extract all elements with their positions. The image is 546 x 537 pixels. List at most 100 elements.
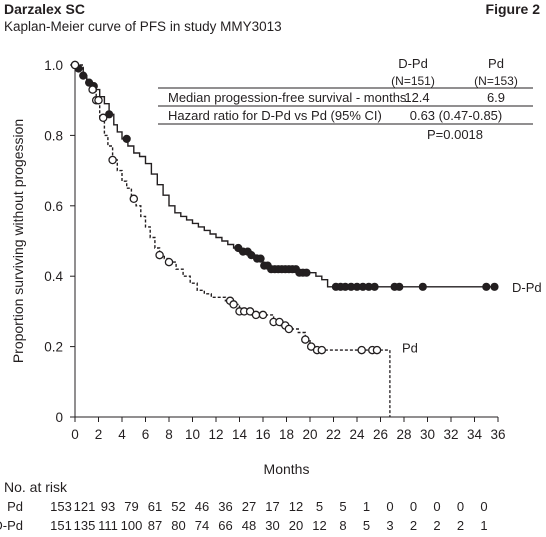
risk-value: 46 xyxy=(195,499,209,514)
risk-row-label: D-Pd xyxy=(0,518,23,533)
stats-col-n: (N=151) xyxy=(391,74,435,88)
y-tick-label: 0 xyxy=(55,410,63,425)
censor-marker-pd xyxy=(88,85,97,94)
censor-marker-pd xyxy=(94,95,103,105)
stats-value-pd: 6.9 xyxy=(487,90,505,105)
stats-col-header: D-Pd xyxy=(398,56,428,71)
censor-marker-pd xyxy=(98,113,108,123)
stats-row-label: Hazard ratio for D-Pd vs Pd (95% CI) xyxy=(168,108,382,123)
censor-marker-pd xyxy=(129,194,139,204)
risk-value: 2 xyxy=(433,518,440,533)
stats-col-header: Pd xyxy=(488,56,504,71)
censor-marker-pd xyxy=(164,257,174,267)
risk-value: 0 xyxy=(410,499,417,514)
x-tick-label: 8 xyxy=(165,427,173,442)
risk-value: 12 xyxy=(289,499,303,514)
risk-value: 30 xyxy=(265,518,279,533)
censor-marker-d-pd xyxy=(418,282,427,291)
y-tick-label: 0.6 xyxy=(44,199,63,214)
chart-markers xyxy=(70,60,499,355)
risk-value: 20 xyxy=(289,518,303,533)
x-tick-label: 4 xyxy=(118,427,126,442)
risk-value: 61 xyxy=(148,499,162,514)
x-tick-label: 2 xyxy=(95,427,103,442)
censor-marker-d-pd xyxy=(256,254,265,263)
x-tick-label: 22 xyxy=(326,427,341,442)
stats-row-label: Median progession-free survival - months xyxy=(168,90,407,105)
risk-value: 0 xyxy=(480,499,487,514)
x-tick-label: 10 xyxy=(185,427,200,442)
y-tick-label: 0.8 xyxy=(44,128,63,143)
risk-value: 153 xyxy=(50,499,72,514)
x-tick-label: 20 xyxy=(302,427,317,442)
censor-marker-pd xyxy=(251,310,261,320)
risk-value: 151 xyxy=(50,518,72,533)
risk-value: 2 xyxy=(457,518,464,533)
risk-value: 8 xyxy=(339,518,346,533)
x-tick-label: 28 xyxy=(396,427,411,442)
stats-p-value: P=0.0018 xyxy=(427,127,483,142)
series-end-label: D-Pd xyxy=(512,280,542,295)
y-tick-label: 0.2 xyxy=(44,340,63,355)
risk-value: 5 xyxy=(316,499,323,514)
stats-col-n: (N=153) xyxy=(474,74,518,88)
risk-value: 93 xyxy=(101,499,115,514)
censor-marker-pd xyxy=(284,324,294,334)
x-tick-label: 18 xyxy=(279,427,294,442)
risk-value: 48 xyxy=(242,518,256,533)
figure-label: Figure 2 xyxy=(485,1,540,17)
risk-value: 1 xyxy=(480,518,487,533)
censor-marker-pd xyxy=(357,345,366,355)
risk-value: 52 xyxy=(171,499,185,514)
x-tick-label: 30 xyxy=(420,427,435,442)
x-tick-label: 16 xyxy=(255,427,270,442)
censor-marker-pd xyxy=(258,310,268,320)
censor-marker-pd xyxy=(372,345,382,355)
risk-value: 2 xyxy=(410,518,417,533)
stats-table: D-Pd (N=151) Pd (N=153) Median progession-fr… xyxy=(158,56,533,142)
y-axis-label: Proportion surviving without progession xyxy=(10,119,26,363)
censor-marker-d-pd xyxy=(122,134,131,143)
product-title: Darzalex SC xyxy=(4,1,85,17)
chart-subtitle: Kaplan-Meier curve of PFS in study MMY30… xyxy=(4,19,282,34)
x-tick-label: 32 xyxy=(443,427,458,442)
y-tick-label: 1.0 xyxy=(44,58,63,73)
censor-marker-d-pd xyxy=(482,282,491,291)
risk-value: 36 xyxy=(218,499,232,514)
risk-value: 27 xyxy=(242,499,256,514)
series-end-label: Pd xyxy=(402,340,418,355)
risk-value: 66 xyxy=(218,518,232,533)
censor-marker-d-pd xyxy=(302,268,311,277)
risk-value: 0 xyxy=(386,499,393,514)
risk-value: 12 xyxy=(312,518,326,533)
y-tick-label: 0.4 xyxy=(44,269,63,284)
risk-value: 121 xyxy=(74,499,96,514)
risk-value: 0 xyxy=(433,499,440,514)
stats-value-dpd: 12.4 xyxy=(404,90,429,105)
risk-value: 100 xyxy=(121,518,143,533)
censor-marker-d-pd xyxy=(490,282,499,291)
censor-marker-d-pd xyxy=(395,282,404,291)
risk-value: 3 xyxy=(386,518,393,533)
risk-value: 0 xyxy=(457,499,464,514)
censor-marker-pd xyxy=(317,345,327,355)
censor-marker-d-pd xyxy=(247,251,256,260)
censor-marker-pd xyxy=(108,155,117,165)
start-marker-pd xyxy=(70,60,80,70)
risk-value: 5 xyxy=(363,518,370,533)
x-tick-label: 12 xyxy=(208,427,223,442)
risk-value: 80 xyxy=(171,518,185,533)
risk-value: 135 xyxy=(74,518,96,533)
x-tick-label: 36 xyxy=(490,427,505,442)
censor-marker-pd xyxy=(155,250,164,260)
risk-value: 5 xyxy=(339,499,346,514)
risk-value: 111 xyxy=(98,518,118,533)
censor-marker-d-pd xyxy=(370,282,379,291)
risk-table-title: No. at risk xyxy=(4,479,68,495)
risk-value: 1 xyxy=(363,499,370,514)
risk-value: 87 xyxy=(148,518,162,533)
chart-axes: 00.20.40.60.81.00 2 4 6 8 10 12 14 16 18 20 22 24 26 2… xyxy=(10,58,506,477)
censor-marker-pd xyxy=(301,335,310,344)
x-tick-label: 24 xyxy=(349,427,365,442)
